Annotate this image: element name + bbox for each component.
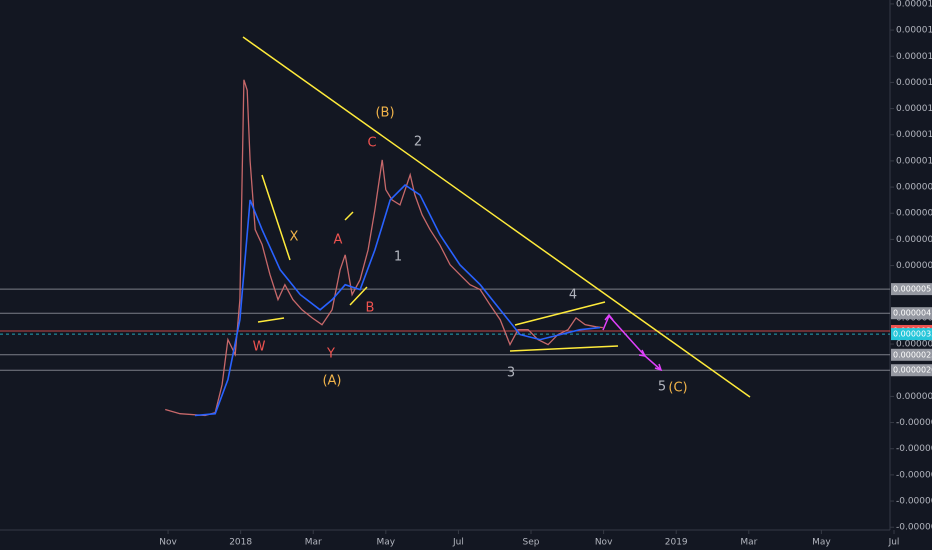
y-tick-label: 0.00000300	[896, 340, 932, 350]
wave-label: (A)	[322, 374, 341, 389]
wave-label: X	[290, 230, 299, 245]
y-tick-label: 0.00001300	[896, 78, 932, 88]
price-badge-label: 0.00000200	[893, 366, 932, 375]
wave-label: 3	[507, 366, 515, 381]
price-badge	[891, 307, 932, 320]
trendline	[242, 36, 751, 398]
wave-label: 2	[414, 135, 422, 150]
y-tick-label: 0.00001000	[896, 156, 932, 166]
y-tick-label: 0.00001400	[896, 52, 932, 62]
y-tick-label: -0.00000000	[896, 418, 932, 428]
projection-path	[602, 314, 662, 371]
price-badge	[891, 283, 932, 296]
channel-line	[509, 345, 619, 352]
levels	[0, 288, 890, 371]
x-tick-label: 2019	[665, 538, 688, 548]
y-tick-label: 0.00001200	[896, 104, 932, 114]
trendline	[349, 286, 368, 306]
wave-label: B	[366, 301, 375, 316]
y-tick-label: -0.00000300	[896, 497, 932, 507]
x-tick-label: Nov	[159, 538, 177, 548]
annotations: (B) C 2 X A 1 B W Y (A) 3 4 5 (C)	[253, 106, 688, 396]
y-tick-label: 0.00000700	[896, 235, 932, 245]
series-line	[194, 183, 601, 417]
wave-label: 5	[658, 380, 666, 395]
x-tick-label: May	[377, 538, 396, 548]
price-badge-label: 0.00000418	[893, 309, 932, 318]
series-line	[165, 79, 603, 417]
drawings	[242, 36, 751, 398]
arrow-head	[638, 349, 647, 357]
y-tick-label: 0.00001100	[896, 130, 932, 140]
x-tick-label: Sep	[523, 538, 540, 548]
x-tick-label: Mar	[740, 538, 757, 548]
y-tick-label: 0.00000100	[896, 392, 932, 402]
x-tick-label: Jul	[888, 538, 900, 548]
trendline	[261, 174, 291, 261]
y-tick-label: 0.00000600	[896, 261, 932, 271]
y-tick-label: -0.00000200	[896, 470, 932, 480]
y-tick-label: 0.00000900	[896, 183, 932, 193]
plot	[165, 79, 603, 417]
price-badge-label: 0.00000259	[893, 350, 932, 359]
trendline	[344, 211, 354, 221]
y-tick-label: -0.00000400	[896, 523, 932, 533]
channel-line	[514, 301, 606, 326]
axes: 0.00001600 0.00001500 0.00001400 0.00001300…	[159, 0, 932, 548]
x-tick-label: Nov	[595, 538, 613, 548]
arrow-head	[604, 313, 614, 321]
price-badge-label: 0.00000338	[893, 330, 932, 339]
x-tick-label: May	[812, 538, 831, 548]
price-badge-label: 0.00000510	[893, 285, 932, 294]
x-tick-label: 2018	[229, 538, 252, 548]
price-badge	[891, 348, 932, 361]
price-badge	[891, 364, 932, 377]
wave-label: A	[334, 233, 343, 248]
wave-label: 1	[394, 250, 402, 265]
x-tick-label: Mar	[305, 538, 322, 548]
x-tick-label: Jul	[452, 538, 464, 548]
trendline	[257, 317, 285, 323]
wave-label: (C)	[668, 381, 687, 396]
y-tick-label: -0.00000100	[896, 444, 932, 454]
price-badge	[891, 328, 932, 341]
arrow-head	[654, 363, 663, 372]
wave-label: 4	[569, 288, 577, 303]
wave-label: Y	[326, 347, 335, 362]
wave-label: W	[253, 340, 266, 355]
y-tick-label: 0.00001500	[896, 26, 932, 36]
wave-label: (B)	[375, 106, 394, 121]
y-tick-label: 0.00001600	[896, 0, 932, 9]
wave-label: C	[367, 136, 376, 151]
projection	[602, 313, 663, 372]
y-tick-label: 0.00000800	[896, 209, 932, 219]
